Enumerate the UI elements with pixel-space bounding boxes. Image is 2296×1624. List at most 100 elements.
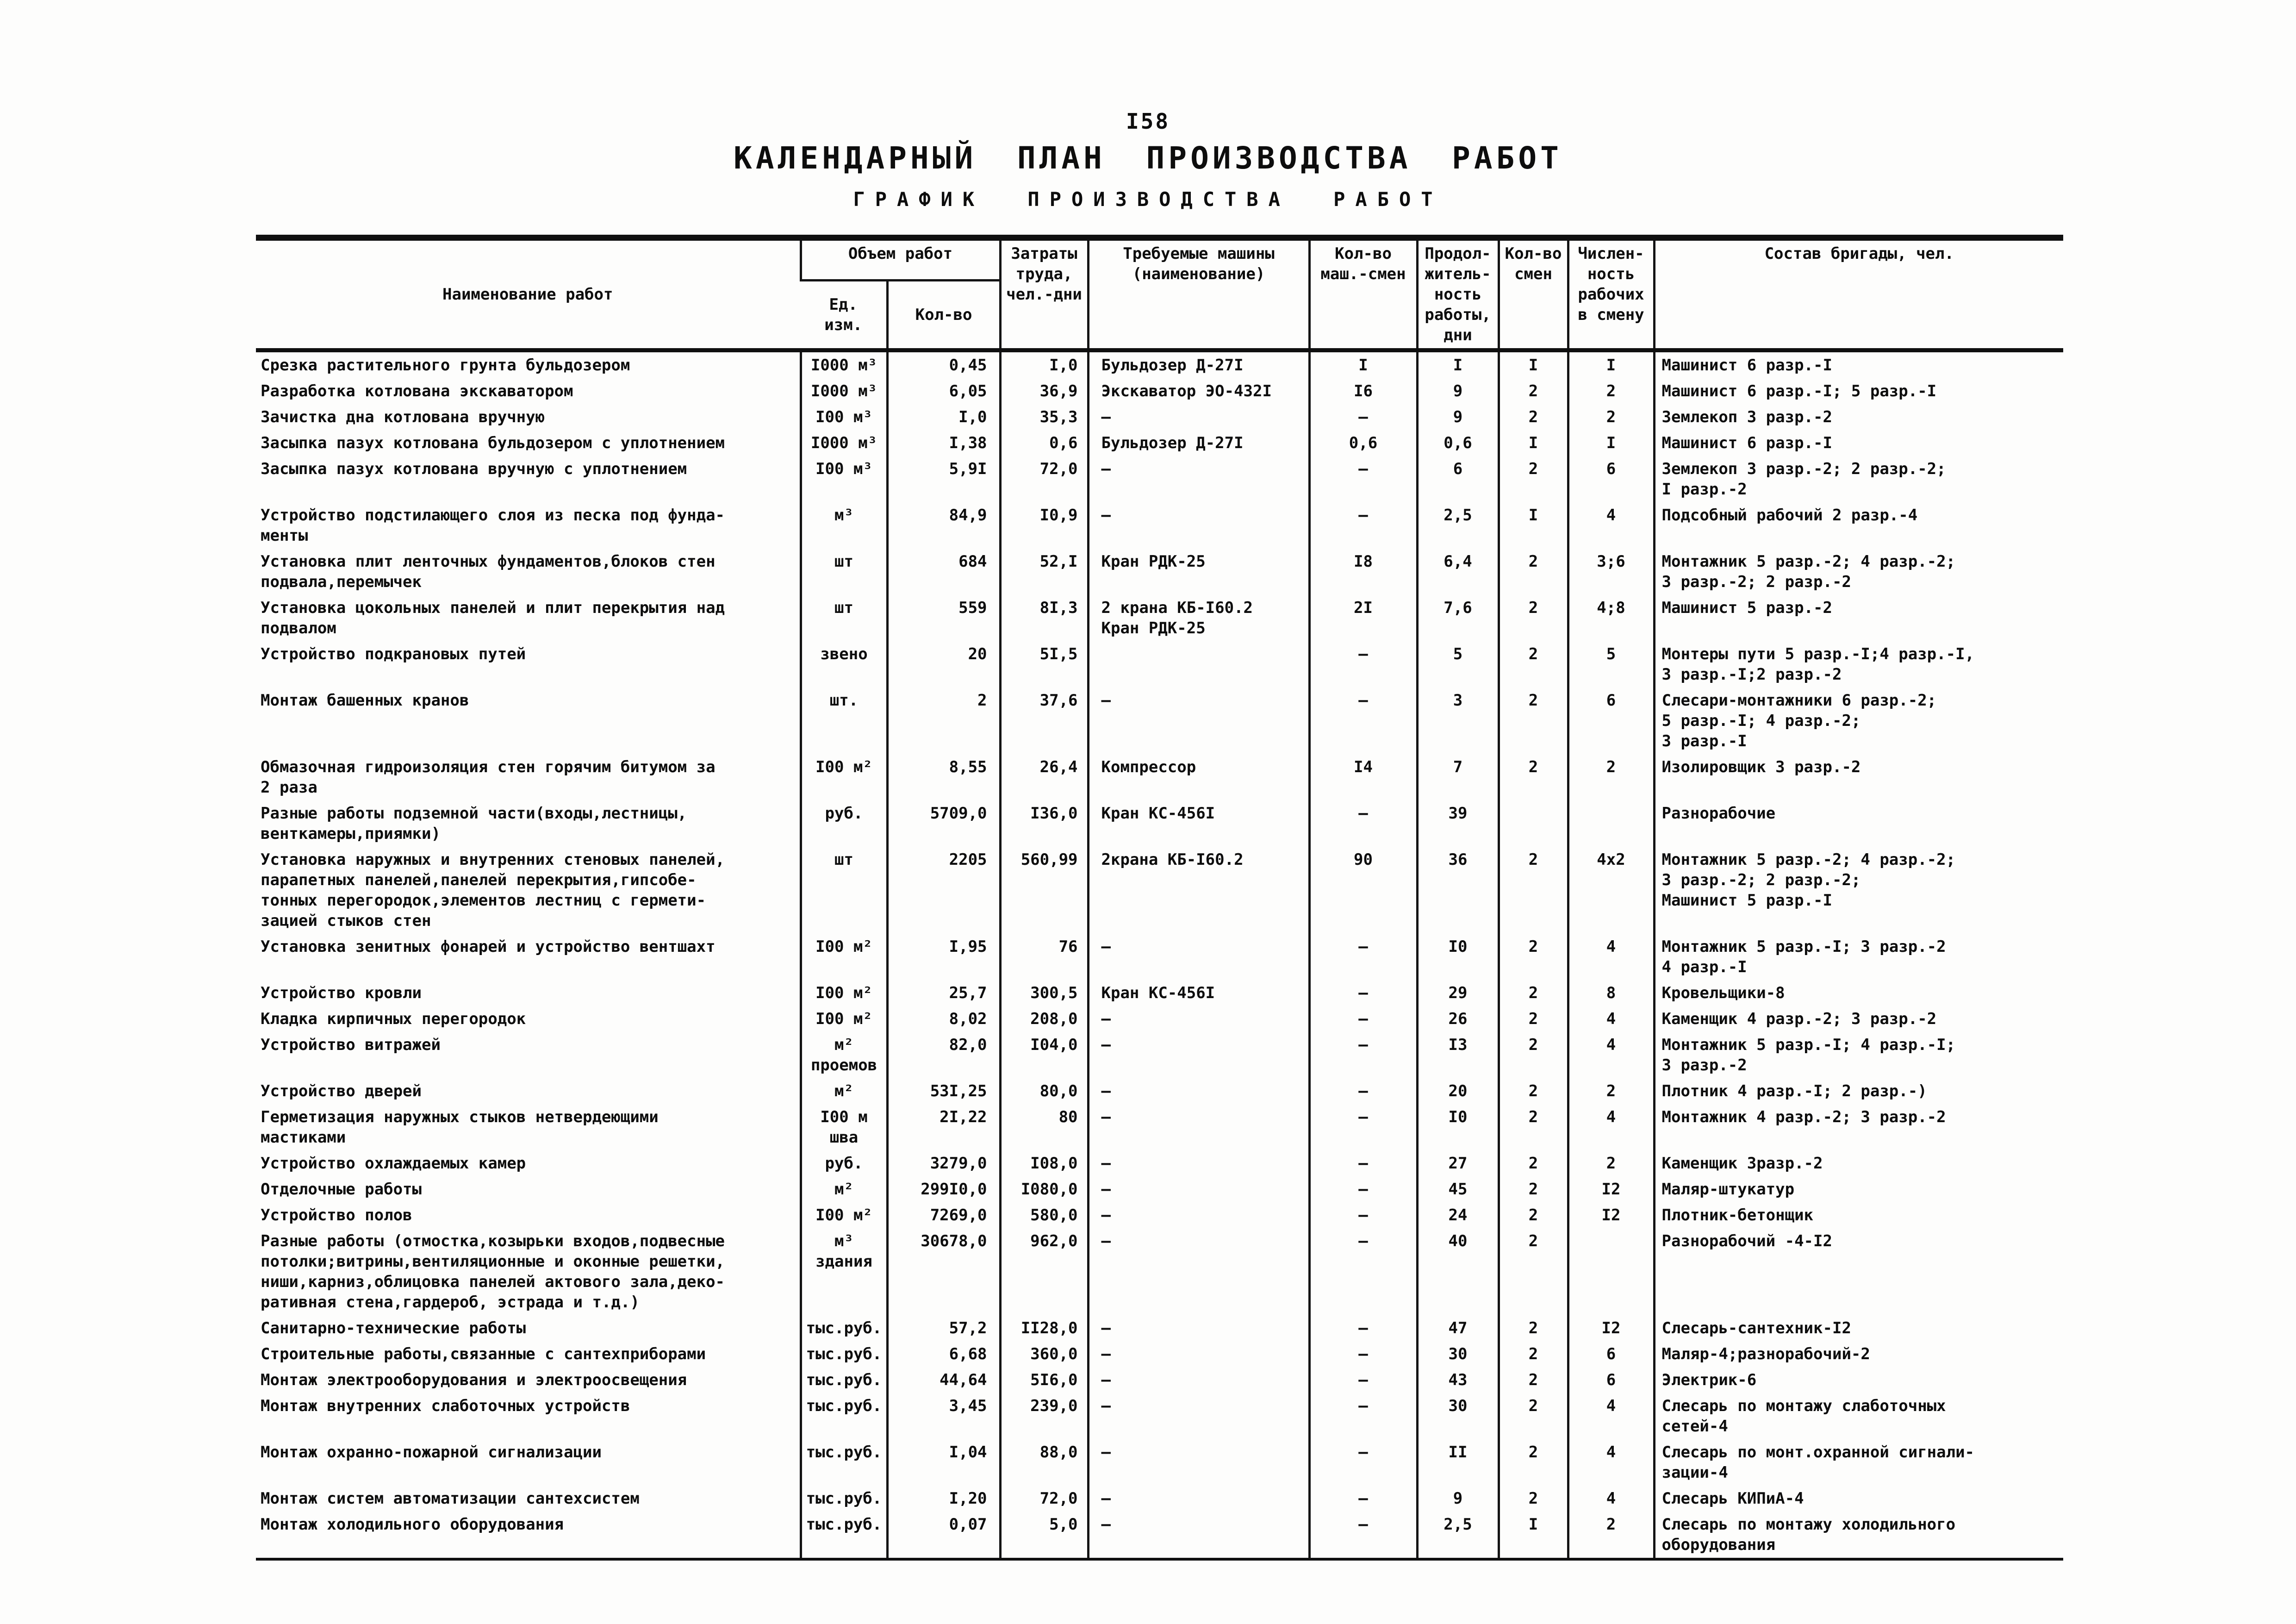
cell-name: Строительные работы,связанные с сантехпр…	[261, 1345, 706, 1363]
header-qty: Кол-во	[886, 280, 1001, 353]
cell-crew_size: 4	[1567, 1393, 1655, 1439]
cell-unit: тыс.руб.	[799, 1341, 887, 1367]
cell-machines: –	[1087, 456, 1310, 502]
cell-machine_shifts: –	[1308, 404, 1418, 430]
cell-machines: –	[1087, 502, 1310, 549]
cell-machine_shifts: –	[1308, 1486, 1418, 1512]
cell-crew_size: 5	[1567, 641, 1655, 687]
cell-qty: 25,7	[886, 980, 1001, 1006]
cell-crew_size: 4	[1567, 1032, 1655, 1078]
cell-crew_size: 4;8	[1567, 595, 1655, 641]
cell-machines: Компрессор	[1087, 754, 1310, 800]
cell-shifts: 2	[1497, 980, 1568, 1006]
cell-brigade: Монтажник 4 разр.-2; 3 разр.-2	[1653, 1104, 2064, 1150]
cell-machines: –	[1087, 687, 1310, 754]
table-row: Строительные работы,связанные с сантехпр…	[256, 1341, 2064, 1367]
table-row: Монтаж холодильного оборудования тыс.руб.…	[256, 1512, 2064, 1559]
cell-labor: I080,0	[999, 1176, 1089, 1202]
table-row: Зачистка дна котлована вручную I00 м³ I,0 3…	[256, 404, 2064, 430]
cell-duration: I	[1416, 350, 1499, 378]
cell-qty: I,95	[886, 934, 1001, 980]
cell-name: Санитарно-технические работы	[261, 1319, 526, 1337]
cell-labor: 80,0	[999, 1078, 1089, 1104]
table-row: Монтаж электрооборудования и электроосве…	[256, 1367, 2064, 1393]
cell-machine_shifts: I8	[1308, 549, 1418, 595]
cell-machine_shifts: –	[1308, 687, 1418, 754]
cell-machines: –	[1087, 1512, 1310, 1559]
table-row: Установка наружных и внутренних стеновых…	[256, 847, 2064, 934]
cell-qty: 53I,25	[886, 1078, 1001, 1104]
cell-crew_size: 2	[1567, 754, 1655, 800]
cell-machines: Экскаватор ЭО-432I	[1087, 378, 1310, 404]
cell-labor: II28,0	[999, 1315, 1089, 1341]
cell-name: Установка наружных и внутренних стеновых…	[261, 850, 725, 930]
cell-shifts: 2	[1497, 378, 1568, 404]
cell-shifts: 2	[1497, 1486, 1568, 1512]
cell-duration: 26	[1416, 1006, 1499, 1032]
cell-labor: 35,3	[999, 404, 1089, 430]
cell-labor: 5,0	[999, 1512, 1089, 1559]
cell-shifts: 2	[1497, 1150, 1568, 1176]
page-number: I58	[1126, 109, 1170, 134]
cell-crew_size: I2	[1567, 1315, 1655, 1341]
cell-qty: 3279,0	[886, 1150, 1001, 1176]
cell-brigade: Слесарь-сантехник-I2	[1653, 1315, 2064, 1341]
cell-qty: 559	[886, 595, 1001, 641]
cell-machine_shifts: –	[1308, 1032, 1418, 1078]
table-row: Устройство полов I00 м² 7269,0 580,0– –24 2 I2…	[256, 1202, 2064, 1228]
cell-machine_shifts: –	[1308, 934, 1418, 980]
cell-name: Кладка кирпичных перегородок	[261, 1010, 526, 1028]
cell-machine_shifts: –	[1308, 502, 1418, 549]
table-row: Установка плит ленточных фундаментов,бло…	[256, 549, 2064, 595]
cell-qty: 7269,0	[886, 1202, 1001, 1228]
table-header: Наименование работ Объем работ Затраты т…	[256, 237, 2064, 353]
cell-name: Монтаж электрооборудования и электроосве…	[261, 1371, 687, 1389]
cell-machine_shifts: 0,6	[1308, 430, 1418, 456]
table-row: Разные работы (отмостка,козырьки входов,…	[256, 1228, 2064, 1315]
cell-shifts: 2	[1497, 595, 1568, 641]
cell-qty: 3,45	[886, 1393, 1001, 1439]
cell-unit: шт	[799, 847, 887, 934]
cell-machines	[1087, 641, 1310, 687]
cell-shifts: 2	[1497, 404, 1568, 430]
table-row: Отделочные работы м² 299I0,0 I080,0– –45 2 I2 М…	[256, 1176, 2064, 1202]
table-row: Монтаж охранно-пожарной сигнализации тыс.…	[256, 1439, 2064, 1486]
cell-brigade: Монтеры пути 5 разр.-I;4 разр.-I, 3 разр…	[1653, 641, 2064, 687]
cell-name: Установка плит ленточных фундаментов,бло…	[261, 552, 716, 591]
cell-brigade: Каменщик 3разр.-2	[1653, 1150, 2064, 1176]
cell-name: Срезка растительного грунта бульдозером	[261, 356, 630, 375]
cell-machine_shifts: –	[1308, 1006, 1418, 1032]
cell-unit: I00 м²	[799, 980, 887, 1006]
cell-name: Установка цокольных панелей и плит перек…	[261, 599, 725, 637]
cell-qty: 44,64	[886, 1367, 1001, 1393]
table-row: Устройство кровли I00 м² 25,7 300,5 Кран КС-…	[256, 980, 2064, 1006]
cell-shifts: 2	[1497, 1315, 1568, 1341]
cell-machines: –	[1087, 404, 1310, 430]
cell-unit: тыс.руб.	[799, 1512, 887, 1559]
work-schedule-table: Наименование работ Объем работ Затраты т…	[256, 235, 2064, 1561]
header-shifts: Кол-во смен	[1497, 237, 1568, 352]
cell-machine_shifts: I4	[1308, 754, 1418, 800]
cell-brigade: Плотник-бетонщик	[1653, 1202, 2064, 1228]
cell-labor: 300,5	[999, 980, 1089, 1006]
cell-name: Разные работы подземной части(входы,лест…	[261, 804, 687, 843]
cell-brigade: Слесарь по монтажу холодильного оборудов…	[1653, 1512, 2064, 1559]
table-row: Засыпка пазух котлована вручную с уплотн…	[256, 456, 2064, 502]
cell-name: Разработка котлована экскаватором	[261, 382, 573, 400]
header-labor: Затраты труда, чел.-дни	[999, 237, 1089, 352]
header-duration: Продол- житель- ность работы, дни	[1416, 237, 1499, 352]
cell-unit: м² проемов	[799, 1032, 887, 1078]
cell-machines: –	[1087, 1486, 1310, 1512]
cell-labor: 80	[999, 1104, 1089, 1150]
cell-machine_shifts: I	[1308, 350, 1418, 378]
cell-crew_size: 2	[1567, 1078, 1655, 1104]
cell-machine_shifts: –	[1308, 1439, 1418, 1486]
cell-machines: –	[1087, 1228, 1310, 1315]
cell-name: Засыпка пазух котлована бульдозером с уп…	[261, 434, 725, 452]
cell-unit: I00 м³	[799, 404, 887, 430]
table-row: Кладка кирпичных перегородок I00 м² 8,02 20…	[256, 1006, 2064, 1032]
cell-duration: I0	[1416, 934, 1499, 980]
cell-name: Засыпка пазух котлована вручную с уплотн…	[261, 460, 687, 478]
table-row: Монтаж внутренних слаботочных устройств т…	[256, 1393, 2064, 1439]
page-title: КАЛЕНДАРНЫЙ ПЛАН ПРОИЗВОДСТВА РАБОТ	[734, 140, 1562, 176]
